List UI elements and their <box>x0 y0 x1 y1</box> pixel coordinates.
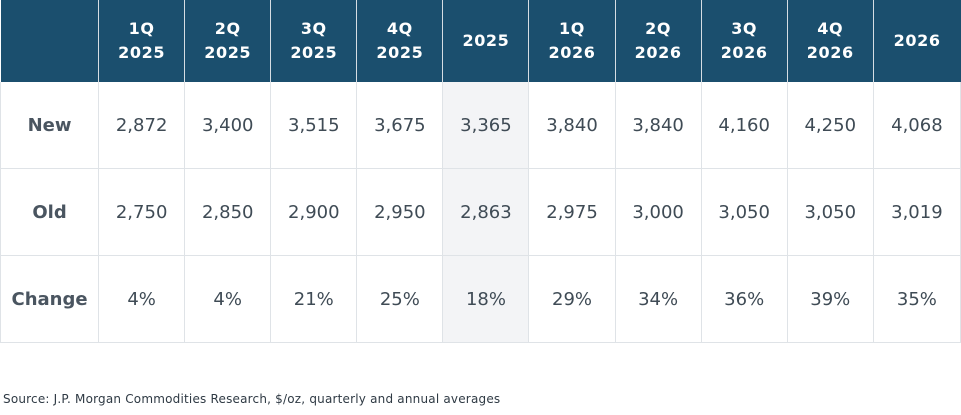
table-cell: 2,850 <box>184 168 272 256</box>
table-cell: 4,068 <box>873 82 961 169</box>
column-header-line1: 3Q <box>300 19 327 38</box>
column-header-line2: 2025 <box>204 43 252 62</box>
row-label: Old <box>0 168 100 256</box>
table-cell: 3,400 <box>184 82 272 169</box>
column-header-line1: 1Q <box>559 19 585 38</box>
table-cell: 3,000 <box>615 168 702 256</box>
column-header-line2: 2026 <box>720 43 768 62</box>
table-cell: 34% <box>615 255 702 343</box>
column-header-2025: 2025 <box>442 0 530 82</box>
table-cell: 4% <box>98 255 186 343</box>
column-header-line1: 4Q <box>817 19 844 38</box>
column-header-line1: 2026 <box>893 31 941 50</box>
table-cell: 36% <box>701 255 788 343</box>
table-cell: 2,872 <box>98 82 186 169</box>
row-label: Change <box>0 255 100 343</box>
table-cell: 3,840 <box>528 82 616 169</box>
column-header-line1: 2Q <box>214 19 241 38</box>
column-header-4q-2025: 4Q 2025 <box>356 0 444 82</box>
table-cell: 29% <box>528 255 616 343</box>
table-cell-annual: 2,863 <box>442 168 530 256</box>
row-label: New <box>0 82 100 169</box>
table-header-row: 1Q 2025 2Q 2025 3Q 2025 4Q 2025 2025 1Q 2026 … <box>0 0 961 82</box>
column-header-line2: 2025 <box>290 43 338 62</box>
column-header-3q-2026: 3Q 2026 <box>701 0 788 82</box>
column-header-2q-2025: 2Q 2025 <box>184 0 272 82</box>
column-header-line2: 2025 <box>376 43 424 62</box>
table-row-old: Old 2,750 2,850 2,900 2,950 2,863 2,975 … <box>0 168 961 256</box>
table-row-change: Change 4% 4% 21% 25% 18% 29% 34% 36% 39%… <box>0 255 961 343</box>
table-cell: 3,050 <box>701 168 788 256</box>
table-cell: 3,050 <box>787 168 874 256</box>
table-cell: 2,975 <box>528 168 616 256</box>
forecast-table: 1Q 2025 2Q 2025 3Q 2025 4Q 2025 2025 1Q 2026 … <box>0 0 961 343</box>
column-header-line2: 2025 <box>118 43 166 62</box>
table-cell: 4,250 <box>787 82 874 169</box>
column-header-line1: 3Q <box>731 19 758 38</box>
table-cell-annual: 18% <box>442 255 530 343</box>
column-header-1q-2026: 1Q 2026 <box>528 0 616 82</box>
column-header-line1: 2025 <box>462 31 510 50</box>
table-cell: 4% <box>184 255 272 343</box>
column-header-2026: 2026 <box>873 0 961 82</box>
table-cell: 25% <box>356 255 444 343</box>
table-cell: 3,675 <box>356 82 444 169</box>
table-cell-annual: 3,365 <box>442 82 530 169</box>
column-header-line2: 2026 <box>548 43 596 62</box>
column-header-2q-2026: 2Q 2026 <box>615 0 702 82</box>
column-header-1q-2025: 1Q 2025 <box>98 0 186 82</box>
table-cell: 21% <box>270 255 358 343</box>
table-cell: 35% <box>873 255 961 343</box>
column-header-4q-2026: 4Q 2026 <box>787 0 874 82</box>
table-cell: 3,019 <box>873 168 961 256</box>
table-cell: 2,900 <box>270 168 358 256</box>
table-cell: 3,515 <box>270 82 358 169</box>
column-header-line1: 2Q <box>645 19 672 38</box>
table-cell: 3,840 <box>615 82 702 169</box>
table-row-new: New 2,872 3,400 3,515 3,675 3,365 3,840 … <box>0 82 961 169</box>
column-header-line1: 1Q <box>128 19 155 38</box>
header-corner-cell <box>0 0 100 82</box>
table-cell: 2,750 <box>98 168 186 256</box>
table-cell: 2,950 <box>356 168 444 256</box>
table-cell: 39% <box>787 255 874 343</box>
column-header-3q-2025: 3Q 2025 <box>270 0 358 82</box>
table-cell: 4,160 <box>701 82 788 169</box>
column-header-line1: 4Q <box>386 19 413 38</box>
column-header-line2: 2026 <box>634 43 682 62</box>
column-header-line2: 2026 <box>806 43 854 62</box>
source-note: Source: J.P. Morgan Commodities Research… <box>3 392 501 406</box>
